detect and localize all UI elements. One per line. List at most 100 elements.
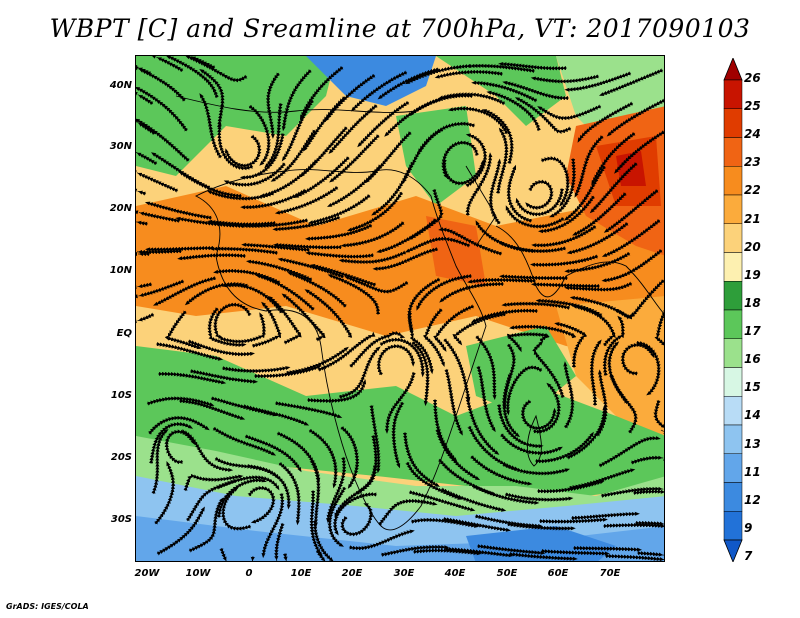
streamline (504, 492, 571, 502)
streamline (572, 545, 640, 552)
streamline (616, 279, 664, 320)
streamline-arrow (569, 296, 575, 300)
streamline-arrow (614, 168, 619, 174)
streamline-arrow (498, 241, 505, 246)
streamline-arrow (537, 106, 543, 111)
streamline (615, 128, 664, 172)
streamline-arrow (443, 173, 448, 179)
colorbar-label: 13 (744, 436, 761, 451)
streamline-arrow (325, 561, 330, 562)
streamline-arrow (305, 251, 311, 256)
colorbar-bottom-arrow (723, 539, 743, 562)
streamline-arrow (502, 81, 508, 85)
streamline-arrow (166, 56, 171, 60)
colorbar-label: 11 (744, 464, 761, 479)
streamline-arrow (538, 340, 544, 346)
streamline (505, 81, 570, 101)
colorbar-label: 9 (744, 520, 753, 535)
streamline-arrow (144, 201, 151, 206)
streamline-arrow (599, 92, 605, 96)
streamline (440, 487, 504, 512)
streamline (242, 404, 307, 425)
streamline-arrow (136, 87, 141, 91)
streamline (187, 339, 253, 357)
streamline-arrow (240, 205, 246, 210)
streamline-arrow (664, 487, 665, 491)
streamline-arrow (457, 340, 463, 346)
lat-label-eq: EQ (116, 328, 132, 339)
streamline-arrow (610, 372, 615, 379)
streamline (411, 340, 430, 404)
streamline-arrow (136, 252, 138, 256)
streamline-arrow (509, 325, 515, 330)
streamline-arrow (178, 171, 184, 176)
colorbar-label: 23 (744, 155, 761, 170)
streamline-arrow (190, 439, 195, 445)
streamline (475, 335, 497, 398)
streamline (501, 242, 567, 254)
streamline-arrow (274, 210, 281, 215)
streamline-arrow (277, 257, 283, 262)
streamline (137, 119, 190, 162)
streamline (540, 548, 607, 556)
streamline-arrow (564, 468, 570, 473)
colorbar-label: 19 (744, 267, 761, 282)
streamline-arrow (364, 178, 370, 184)
streamline (147, 202, 213, 220)
streamline-arrow (664, 159, 665, 164)
streamline-arrow (505, 410, 510, 416)
streamline-arrow (481, 109, 488, 113)
streamline-arrow (199, 93, 204, 99)
colorbar-label: 18 (744, 295, 761, 310)
streamline-arrow (438, 227, 444, 232)
lat-label-30n: 30N (109, 141, 132, 152)
streamline-arrow (564, 285, 570, 290)
streamline (207, 307, 244, 348)
streamline-arrow (184, 300, 190, 306)
map-frame (135, 55, 665, 562)
streamline (505, 365, 543, 413)
lat-label-10n: 10N (109, 265, 132, 276)
streamline (488, 161, 501, 225)
colorbar-top-arrow (723, 58, 743, 81)
colorbar-swatch (723, 424, 743, 454)
streamline-arrow (512, 164, 516, 171)
streamline-arrow (185, 56, 191, 60)
streamline-arrow (630, 468, 636, 473)
streamline-arrow (310, 264, 316, 268)
colorbar-label: 25 (744, 99, 761, 114)
streamline-arrow (187, 424, 194, 429)
streamline-arrow (646, 390, 652, 396)
streamline-arrow (327, 274, 333, 279)
streamline-arrow (209, 246, 215, 251)
streamline (589, 341, 601, 406)
colorbar-swatch (723, 281, 743, 311)
streamline-arrow (664, 456, 665, 460)
streamline-arrow (222, 283, 228, 288)
lon-label-0: 0 (245, 568, 253, 579)
streamline-arrow (438, 95, 444, 100)
streamline-arrow (514, 97, 521, 102)
streamline-arrow (530, 262, 536, 267)
streamline (315, 549, 326, 561)
streamline (598, 436, 658, 468)
streamline (600, 486, 664, 498)
streamline (407, 63, 472, 84)
colorbar-label: 22 (744, 183, 761, 198)
streamline-arrow (295, 520, 300, 526)
chart-title: WBPT [C] and Sreamline at 700hPa, VT: 20… (49, 14, 751, 43)
streamline-arrow (570, 526, 576, 531)
streamline-arrow (634, 511, 640, 516)
streamline-arrow (466, 64, 472, 69)
streamline (630, 455, 664, 465)
streamline (276, 243, 343, 250)
streamline-arrow (204, 425, 210, 431)
streamline-arrow (486, 90, 492, 95)
streamline-arrow (465, 133, 472, 138)
colorbar-swatch (723, 309, 743, 339)
streamline-arrow (475, 220, 480, 226)
streamline-arrow (636, 547, 642, 552)
streamline-arrow (470, 318, 477, 323)
colorbar-label: 20 (744, 239, 761, 254)
streamline-arrow (152, 56, 156, 59)
